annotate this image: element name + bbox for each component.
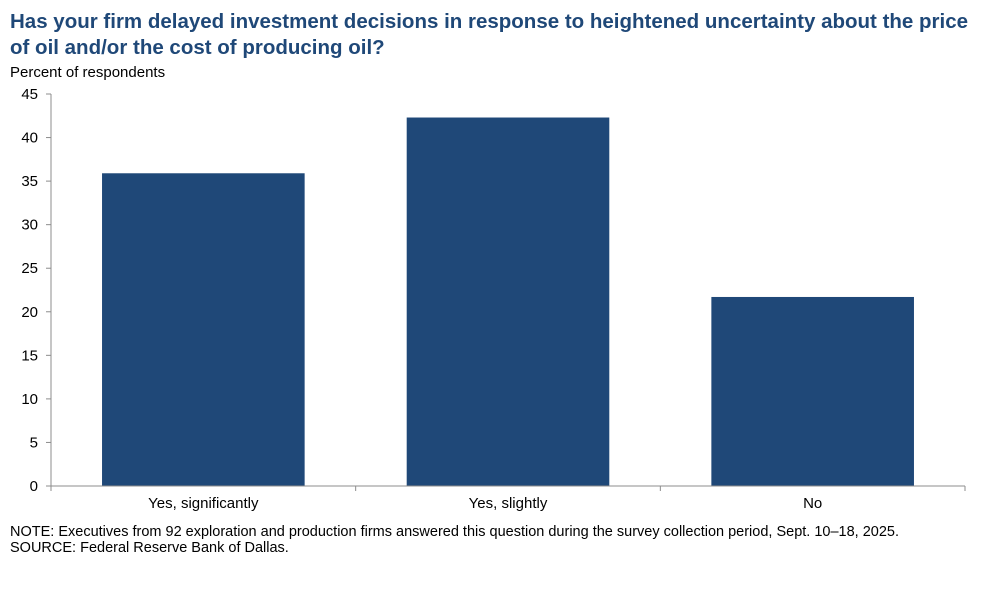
bar-yes-slightly: [406, 117, 610, 487]
x-category-label: No: [803, 495, 822, 512]
y-tick-label: 30: [21, 217, 38, 234]
y-tick-label: 10: [21, 391, 38, 408]
y-tick-label: 5: [30, 434, 38, 451]
y-axis-ticks: 0 5 10 15 20 25 30 35 40 45: [21, 86, 52, 495]
source-text: SOURCE: Federal Reserve Bank of Dallas.: [10, 540, 289, 556]
note-text: NOTE: Executives from 92 exploration and…: [10, 524, 900, 540]
bars: [102, 117, 914, 487]
x-category-label: Yes, slightly: [469, 495, 548, 512]
x-category-label: Yes, significantly: [148, 495, 259, 512]
chart-footer: NOTE: Executives from 92 exploration and…: [10, 524, 990, 556]
y-tick-label: 25: [21, 260, 38, 277]
y-tick-label: 0: [30, 478, 38, 495]
y-tick-label: 15: [21, 347, 38, 364]
y-axis-label: Percent of respondents: [10, 64, 166, 81]
bar-yes-significantly: [102, 173, 305, 486]
x-axis: Yes, significantly Yes, slightly No: [50, 485, 966, 512]
y-tick-label: 40: [21, 130, 38, 147]
y-tick-label: 20: [21, 304, 38, 321]
y-tick-label: 35: [21, 173, 38, 190]
y-tick-label: 45: [21, 86, 38, 103]
chart-title: Has your firm delayed investment decisio…: [10, 10, 969, 59]
bar-no: [711, 296, 914, 486]
